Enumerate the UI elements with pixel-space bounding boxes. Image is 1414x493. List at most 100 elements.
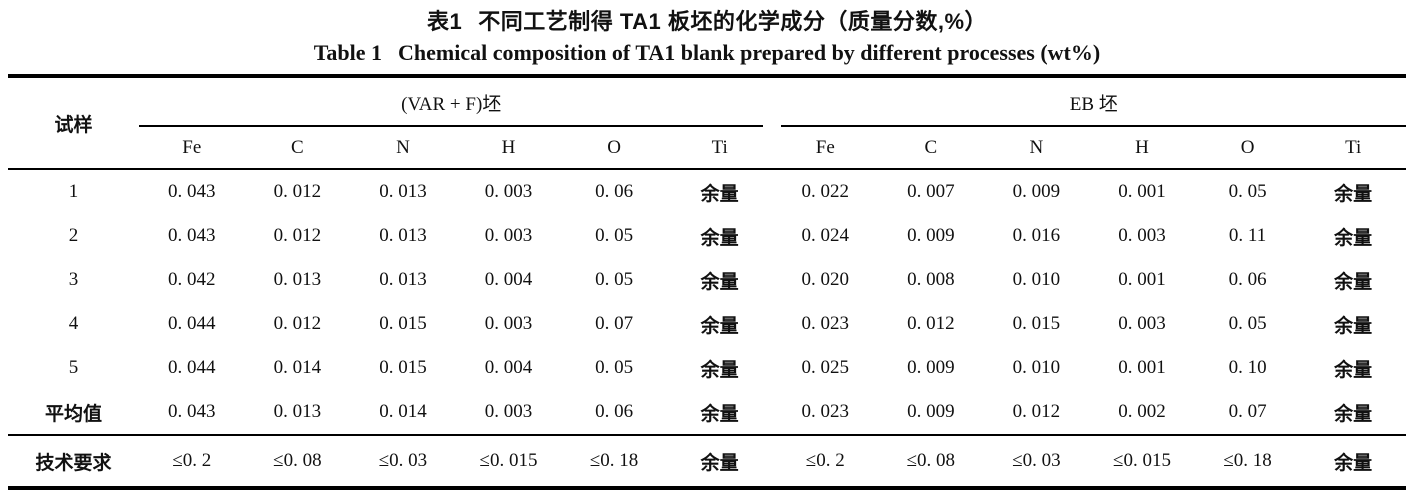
value-cell: 0. 004 [484, 269, 533, 290]
composition-table-frame: 试样 (VAR + F)坯 EB 坯 Fe C N H O Ti Fe [8, 74, 1406, 490]
column-header-n: N [1029, 136, 1044, 158]
value-cell: 0. 008 [907, 269, 955, 290]
value-cell: 0. 009 [907, 401, 955, 422]
sample-column-header: 试样 [54, 114, 93, 136]
value-cell: 0. 044 [168, 357, 216, 378]
balance-cell: 余量 [1334, 315, 1373, 337]
group-header-eb: EB 坯 [772, 78, 1406, 127]
column-header-h: H [501, 136, 516, 158]
value-cell: 0. 042 [168, 269, 216, 290]
table-row: 5 0. 044 0. 014 0. 015 0. 004 0. 05 余量 0… [8, 346, 1406, 390]
column-header-h: H [1135, 136, 1149, 158]
value-cell: 0. 015 [1012, 313, 1061, 334]
balance-cell: 余量 [1334, 403, 1373, 425]
table-row-average: 平均值 0. 043 0. 013 0. 014 0. 003 0. 06 余量… [8, 390, 1406, 435]
table-body: 1 0. 043 0. 012 0. 013 0. 003 0. 06 余量 0… [8, 169, 1406, 486]
value-cell: 0. 06 [1228, 269, 1267, 290]
value-cell: 0. 013 [273, 269, 322, 290]
value-cell: 0. 015 [379, 357, 427, 378]
value-cell: 0. 010 [1012, 357, 1061, 378]
value-cell: 0. 004 [484, 357, 533, 378]
value-cell: 0. 013 [379, 181, 427, 202]
sample-cell: 平均值 [44, 403, 102, 425]
value-cell: 0. 043 [168, 401, 216, 422]
value-cell: 0. 003 [1118, 313, 1166, 334]
value-cell: ≤0. 18 [561, 434, 667, 486]
balance-cell: 余量 [700, 227, 739, 249]
value-cell: 0. 07 [595, 313, 634, 334]
balance-cell: 余量 [700, 315, 739, 337]
group-header-eb-label: EB 坯 [781, 78, 1406, 127]
value-cell: 0. 05 [595, 357, 634, 378]
value-cell: 0. 11 [1228, 225, 1267, 246]
value-cell: 0. 013 [273, 401, 322, 422]
balance-cell: 余量 [700, 403, 739, 425]
sample-cell: 4 [68, 313, 79, 334]
value-cell: 0. 022 [801, 181, 850, 202]
column-header-ti: Ti [711, 136, 728, 158]
value-cell: 0. 009 [907, 357, 955, 378]
balance-cell: 余量 [1300, 434, 1406, 486]
caption-chinese: 表1 不同工艺制得 TA1 板坯的化学成分（质量分数,%） [0, 7, 1414, 37]
value-cell: 0. 015 [379, 313, 427, 334]
value-cell: 0. 05 [595, 269, 634, 290]
sample-cell: 技术要求 [8, 434, 139, 486]
value-cell: ≤0. 015 [455, 434, 562, 486]
value-cell: 0. 016 [1012, 225, 1061, 246]
balance-cell: 余量 [700, 183, 739, 205]
value-cell: 0. 024 [801, 225, 850, 246]
column-header-c: C [291, 136, 304, 158]
value-cell: 0. 009 [907, 225, 955, 246]
caption-en-text: Chemical composition of TA1 blank prepar… [398, 40, 1101, 65]
value-cell: 0. 10 [1228, 357, 1267, 378]
value-cell: 0. 014 [379, 401, 427, 422]
balance-cell: 余量 [700, 359, 739, 381]
column-header-o: O [1240, 136, 1255, 158]
value-cell: 0. 002 [1118, 401, 1166, 422]
value-cell: 0. 010 [1012, 269, 1061, 290]
sample-cell: 5 [68, 357, 79, 378]
table-captions: 表1 不同工艺制得 TA1 板坯的化学成分（质量分数,%） Table 1 Chem… [0, 0, 1414, 68]
value-cell: 0. 044 [168, 313, 216, 334]
value-cell: 0. 012 [273, 313, 322, 334]
value-cell: 0. 001 [1118, 269, 1166, 290]
value-cell: ≤0. 015 [1089, 434, 1195, 486]
table-row: 3 0. 042 0. 013 0. 013 0. 004 0. 05 余量 0… [8, 258, 1406, 302]
column-header-n: N [396, 136, 410, 158]
value-cell: 0. 013 [379, 269, 427, 290]
group-header-row: 试样 (VAR + F)坯 EB 坯 [8, 78, 1406, 136]
value-cell: 0. 043 [168, 225, 216, 246]
value-cell: 0. 023 [801, 401, 850, 422]
table-row: 4 0. 044 0. 012 0. 015 0. 003 0. 07 余量 0… [8, 302, 1406, 346]
value-cell: 0. 001 [1118, 357, 1166, 378]
table-row-tech-requirements: 技术要求 ≤0. 2 ≤0. 08 ≤0. 03 ≤0. 015 ≤0. 18 … [8, 434, 1406, 486]
value-cell: ≤0. 2 [772, 434, 879, 486]
table-row: 2 0. 043 0. 012 0. 013 0. 003 0. 05 余量 0… [8, 214, 1406, 258]
value-cell: 0. 001 [1118, 181, 1166, 202]
value-cell: 0. 07 [1228, 401, 1267, 422]
value-cell: ≤0. 08 [244, 434, 351, 486]
element-header-row: Fe C N H O Ti Fe C N H O Ti [8, 127, 1406, 169]
caption-zh-text: 不同工艺制得 TA1 板坯的化学成分（质量分数,%） [478, 9, 988, 34]
value-cell: 0. 003 [484, 313, 533, 334]
value-cell: 0. 06 [595, 181, 634, 202]
value-cell: 0. 003 [1118, 225, 1166, 246]
column-header-fe: Fe [182, 136, 202, 158]
value-cell: ≤0. 03 [350, 434, 456, 486]
value-cell: 0. 05 [1228, 181, 1267, 202]
value-cell: ≤0. 03 [983, 434, 1090, 486]
value-cell: 0. 003 [484, 401, 533, 422]
balance-cell: 余量 [1334, 183, 1373, 205]
value-cell: 0. 003 [484, 181, 533, 202]
value-cell: 0. 05 [1228, 313, 1267, 334]
balance-cell: 余量 [1334, 227, 1373, 249]
value-cell: 0. 023 [801, 313, 850, 334]
caption-english: Table 1 Chemical composition of TA1 blank… [0, 37, 1414, 68]
value-cell: 0. 025 [801, 357, 850, 378]
value-cell: 0. 012 [273, 181, 322, 202]
value-cell: 0. 014 [273, 357, 322, 378]
value-cell: 0. 043 [168, 181, 216, 202]
value-cell: 0. 05 [595, 225, 634, 246]
value-cell: 0. 009 [1012, 181, 1061, 202]
